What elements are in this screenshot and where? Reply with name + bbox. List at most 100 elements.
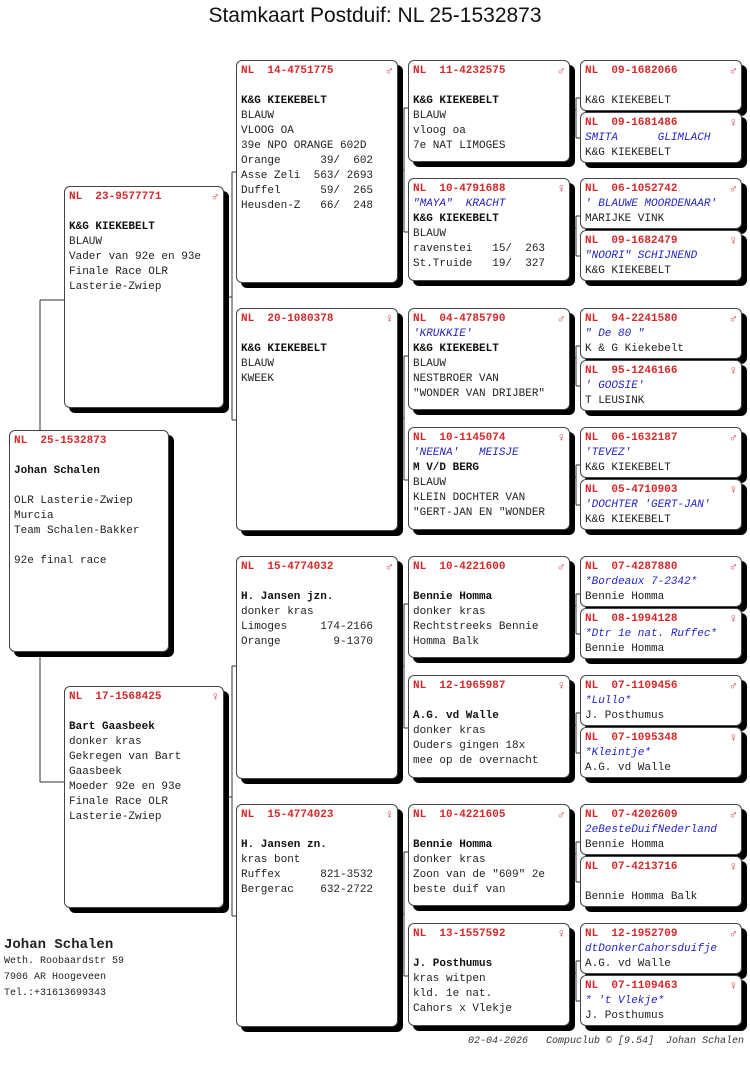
ancestor-card[interactable]: NL 94-2241580 ♂ " De 80 " K & G Kiekebelt <box>580 308 742 359</box>
ancestor-card[interactable]: NL 95-1246166 ♀ ' GOOSIE' T LEUSINK <box>580 360 742 411</box>
info-line <box>241 823 393 838</box>
ancestor-card[interactable]: NL 17-1568425 ♀ Bart Gaasbeek donker kras Ge… <box>64 686 224 908</box>
info-line: VLOOG OA <box>241 125 294 137</box>
male-icon: ♂ <box>557 64 565 78</box>
ancestor-card[interactable]: NL 06-1052742 ♂ ' BLAUWE MOORDENAAR' MARIJK… <box>580 178 742 229</box>
info-line: 7e NAT LIMOGES <box>413 140 506 152</box>
ancestor-card[interactable]: NL 07-1095348 ♀ *Kleintje* A.G. vd Walle <box>580 727 742 778</box>
card-header: NL 06-1632187 ♂ <box>585 431 737 446</box>
ancestor-card[interactable]: NL 09-1682479 ♀ "NOORI" SCHIJNEND K&G KIEKE… <box>580 230 742 281</box>
card-header: NL 05-4710903 ♀ <box>585 483 737 498</box>
ancestor-card[interactable]: NL 15-4774023 ♀ H. Jansen zn. kras bont Ruff… <box>236 804 398 1027</box>
ancestor-card[interactable]: NL 23-9577771 ♂ K&G KIEKEBELT BLAUW Vader va… <box>64 186 224 408</box>
ancestor-card[interactable]: NL 20-1080378 ♀ K&G KIEKEBELT BLAUW KWEEK <box>236 308 398 531</box>
card-header: NL 12-1965987 ♀ <box>413 679 565 694</box>
ring-number: NL 07-4287880 <box>585 561 678 573</box>
ancestor-card[interactable]: NL 07-1109456 ♂ *Lullo* J. Posthumus <box>580 675 742 726</box>
ring-number: NL 10-4791688 <box>413 183 506 195</box>
female-icon: ♀ <box>729 860 737 874</box>
page-title: Stamkaart Postduif: NL 25-1532873 <box>208 4 542 27</box>
ancestor-card[interactable]: NL 12-1965987 ♀ A.G. vd Walle donker kras Ou… <box>408 675 570 778</box>
ancestor-card[interactable]: NL 07-1109463 ♀ * 't Vlekje* J. Posthumus <box>580 975 742 1026</box>
bird-name: *Bordeaux 7-2342* <box>585 576 698 588</box>
info-line: Finale Race OLR <box>69 796 169 808</box>
ring-number: NL 10-4221600 <box>413 561 506 573</box>
ancestor-card[interactable]: NL 04-4785790 ♂ 'KRUKKIE' K&G KIEKEBELT BLAU… <box>408 308 570 410</box>
male-icon: ♂ <box>729 182 737 196</box>
breeder-name: K&G KIEKEBELT <box>69 221 155 233</box>
info-line: BLAUW <box>413 358 447 370</box>
info-line: beste duif van <box>413 884 506 896</box>
card-header: NL 09-1682479 ♀ <box>585 234 737 249</box>
male-icon: ♂ <box>385 560 393 574</box>
ancestor-card[interactable]: NL 08-1994128 ♀ *Dtr 1e nat. Ruffec* Bennie… <box>580 608 742 659</box>
breeder-name: M V/D BERG <box>413 462 480 474</box>
breeder-name: H. Jansen jzn. <box>241 591 334 603</box>
breeder-name: Bart Gaasbeek <box>69 721 155 733</box>
card-header: NL 07-1109463 ♀ <box>585 979 737 994</box>
ring-number: NL 09-1681486 <box>585 117 678 129</box>
info-line: T LEUSINK <box>585 395 645 407</box>
card-header: NL 08-1994128 ♀ <box>585 612 737 627</box>
male-icon: ♂ <box>729 312 737 326</box>
info-line: Team Schalen-Bakker <box>14 525 140 537</box>
info-line: Orange 9-1370 <box>241 636 374 648</box>
ancestor-card[interactable]: NL 10-4791688 ♀ "MAYA" KRACHT K&G KIEKEBELT… <box>408 178 570 281</box>
card-header: NL 15-4774023 ♀ <box>241 808 393 823</box>
ring-number: NL 15-4774032 <box>241 561 334 573</box>
bird-name: " De 80 " <box>585 328 645 340</box>
ancestor-card[interactable]: NL 10-1145074 ♀ 'NEENA' MEISJE M V/D BERG BL… <box>408 427 570 530</box>
card-header: NL 15-4774032 ♂ <box>241 560 393 575</box>
info-line: Bennie Homma <box>585 839 665 851</box>
card-header: NL 07-4202609 ♂ <box>585 808 737 823</box>
info-line: OLR Lasterie-Zwiep <box>14 495 133 507</box>
card-header: NL 04-4785790 ♂ <box>413 312 565 327</box>
info-line: Cahors x Vlekje <box>413 1003 513 1015</box>
bird-name: SMITA GLIMLACH <box>585 132 711 144</box>
subject-bird-card[interactable]: NL 25-1532873 Johan Schalen OLR Lasterie-Z… <box>9 430 169 652</box>
ancestor-card[interactable]: NL 10-4221600 ♂ Bennie Homma donker kras Rec… <box>408 556 570 658</box>
info-line <box>413 823 565 838</box>
breeder-name: K&G KIEKEBELT <box>241 95 327 107</box>
info-line: donker kras <box>69 736 142 748</box>
ancestor-card[interactable]: NL 13-1557592 ♀ J. Posthumus kras witpen kld… <box>408 923 570 1026</box>
info-line <box>241 575 393 590</box>
breeder-name: H. Jansen zn. <box>241 839 327 851</box>
ancestor-card[interactable]: NL 07-4202609 ♂ 2eBesteDuifNederland Bennie… <box>580 804 742 855</box>
info-line: K & G Kiekebelt <box>585 343 685 355</box>
card-header: NL 09-1681486 ♀ <box>585 116 737 131</box>
info-line: J. Posthumus <box>585 710 665 722</box>
ancestor-card[interactable]: NL 09-1681486 ♀ SMITA GLIMLACH K&G KIEKEBEL… <box>580 112 742 163</box>
ring-number: NL 10-1145074 <box>413 432 506 444</box>
bird-name: 'TEVEZ' <box>585 447 632 459</box>
ring-number: NL 07-4202609 <box>585 809 678 821</box>
ancestor-card[interactable]: NL 06-1632187 ♂ 'TEVEZ' K&G KIEKEBELT <box>580 427 742 478</box>
ancestor-card[interactable]: NL 07-4213716 ♀ Bennie Homma Balk <box>580 856 742 907</box>
info-line: MARIJKE VINK <box>585 213 665 225</box>
card-header: NL 20-1080378 ♀ <box>241 312 393 327</box>
ancestor-card[interactable]: NL 15-4774032 ♂ H. Jansen jzn. donker kras L… <box>236 556 398 779</box>
ancestor-card[interactable]: NL 05-4710903 ♀ 'DOCHTER 'GERT-JAN' K&G KIE… <box>580 479 742 530</box>
info-line: Bennie Homma <box>585 591 665 603</box>
info-line: Gekregen van Bart <box>69 751 182 763</box>
info-line: donker kras <box>241 606 314 618</box>
info-line: Murcia <box>14 510 54 522</box>
card-header: NL 06-1052742 ♂ <box>585 182 737 197</box>
card-header: NL 11-4232575 ♂ <box>413 64 565 79</box>
ancestor-card[interactable]: NL 09-1682066 ♂ K&G KIEKEBELT <box>580 60 742 111</box>
ancestor-card[interactable]: NL 12-1952709 ♂ dtDonkerCahorsduifje A.G. v… <box>580 923 742 974</box>
info-line: Ruffex 821-3532 <box>241 869 374 881</box>
ancestor-card[interactable]: NL 14-4751775 ♂ K&G KIEKEBELT BLAUW VLOOG OA… <box>236 60 398 283</box>
card-header: NL 12-1952709 ♂ <box>585 927 737 942</box>
ancestor-card[interactable]: NL 11-4232575 ♂ K&G KIEKEBELT BLAUW vloog oa… <box>408 60 570 162</box>
print-footer: 02-04-2026 Compuclub © [9.54] Johan Scha… <box>467 1036 744 1047</box>
card-header: NL 94-2241580 ♂ <box>585 312 737 327</box>
info-line: Moeder 92e en 93e <box>69 781 182 793</box>
ancestor-card[interactable]: NL 10-4221605 ♂ Bennie Homma donker kras Zoo… <box>408 804 570 906</box>
card-header: NL 10-1145074 ♀ <box>413 431 565 446</box>
ring-number: NL 10-4221605 <box>413 809 506 821</box>
info-line: Asse Zeli 563/ 2693 <box>241 170 374 182</box>
ring-number: NL 09-1682479 <box>585 235 678 247</box>
ancestor-card[interactable]: NL 07-4287880 ♂ *Bordeaux 7-2342* Bennie Ho… <box>580 556 742 607</box>
